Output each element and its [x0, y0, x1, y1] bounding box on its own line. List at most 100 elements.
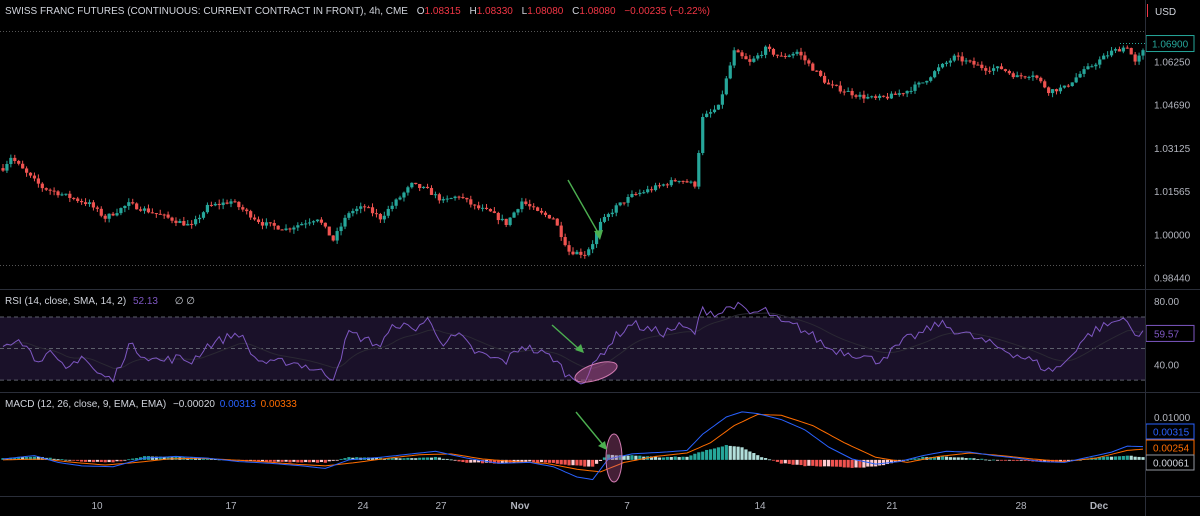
macd-histogram-bar — [799, 459, 803, 466]
candle-body — [940, 63, 945, 68]
macd-histogram-bar — [874, 459, 878, 467]
candle-body — [241, 207, 245, 210]
candle-body — [889, 93, 894, 99]
macd-histogram-bar — [370, 457, 375, 460]
macd-histogram-bar — [276, 459, 280, 462]
candle-body — [9, 157, 13, 165]
candle-body — [638, 192, 642, 195]
macd-histogram-bar — [1047, 459, 1051, 463]
candle-body — [689, 181, 693, 183]
candle-body — [783, 55, 787, 57]
candle-body — [779, 55, 783, 57]
macd-histogram-bar — [284, 459, 288, 462]
price-pane[interactable]: 1.06900 — [0, 31, 1195, 266]
macd-histogram-bar — [610, 454, 614, 460]
candle-body — [850, 90, 854, 96]
candle-body — [579, 251, 583, 255]
currency-label[interactable]: USD — [1155, 7, 1177, 18]
candle-body — [716, 104, 721, 110]
candle-body — [1137, 55, 1141, 62]
macd-histogram-bar — [929, 457, 933, 460]
candle-body — [56, 191, 60, 196]
candle-body — [245, 209, 249, 212]
macd-histogram-bar — [740, 447, 744, 460]
macd-histogram-bar — [1043, 459, 1047, 462]
candle-body — [146, 208, 151, 213]
candle-body — [1078, 73, 1082, 78]
candle-body — [1066, 85, 1070, 87]
candle-body — [936, 67, 941, 72]
macd-histogram-bar — [461, 459, 465, 463]
candle-body — [1019, 75, 1023, 77]
macd-histogram-bar — [1039, 459, 1043, 462]
macd-histogram-bar — [693, 453, 697, 460]
candle-body — [162, 214, 166, 216]
macd-histogram-bar — [708, 449, 713, 460]
rsi-title-row[interactable]: RSI (14, close, SMA, 14, 2) 52.13 ∅ ∅ — [5, 296, 195, 307]
candle-body — [992, 68, 996, 71]
candle-body — [543, 212, 548, 215]
candle-body — [653, 185, 658, 191]
candle-body — [819, 70, 823, 76]
macd-pane[interactable]: 0.00315 0.00254 0.00061 — [1, 411, 1195, 483]
candle-body — [135, 203, 139, 210]
macd-histogram-bar — [48, 457, 52, 460]
macd-histogram-bar — [343, 458, 347, 460]
candle-body — [677, 180, 681, 182]
candle-body — [158, 213, 162, 215]
candle-body — [178, 221, 182, 223]
candle-body — [87, 202, 92, 205]
candle-body — [300, 223, 304, 226]
candle-body — [516, 209, 520, 213]
candle-body — [536, 207, 540, 211]
candle-body — [249, 211, 253, 218]
macd-histogram-bar — [119, 459, 123, 462]
macd-histogram-bar — [933, 456, 937, 460]
candle-body — [119, 208, 123, 214]
candle-body — [323, 222, 327, 227]
rsi-title: RSI (14, close, SMA, 14, 2) — [5, 296, 127, 307]
macd-histogram-bar — [881, 459, 886, 466]
price-tick-label: 1.01565 — [1154, 187, 1191, 198]
candle-body — [343, 217, 347, 227]
macd-histogram-bar — [154, 456, 158, 460]
macd-histogram-bar — [91, 459, 96, 463]
candle-body — [174, 220, 178, 223]
rsi-pane[interactable]: 59.57 — [0, 301, 1195, 386]
macd-tick-label: 0.01000 — [1154, 413, 1191, 424]
macd-title-row[interactable]: MACD (12, 26, close, 9, EMA, EMA) −0.000… — [5, 399, 297, 410]
candle-body — [83, 202, 88, 205]
candle-body — [1043, 81, 1047, 88]
macd-histogram-bar — [1121, 456, 1125, 460]
macd-histogram-bar — [862, 459, 866, 468]
candle-body — [221, 202, 225, 206]
macd-histogram-bar — [422, 457, 426, 460]
candle-body — [311, 221, 316, 223]
macd-histogram-bar — [795, 459, 799, 465]
macd-histogram-bar — [921, 456, 925, 460]
candle-body — [555, 218, 559, 226]
candle-body — [40, 183, 44, 189]
candle-body — [657, 185, 662, 187]
candle-body — [457, 196, 461, 198]
candle-body — [378, 213, 382, 220]
macd-histogram-bar — [414, 458, 418, 460]
candle-body — [764, 46, 768, 55]
candle-body — [1054, 89, 1059, 92]
rsi-value-label: 59.57 — [1154, 329, 1179, 340]
candle-body — [170, 217, 174, 221]
candle-body — [217, 203, 221, 206]
candle-body — [48, 189, 52, 191]
macd-histogram-bar — [457, 459, 461, 462]
candle-body — [1082, 69, 1086, 74]
macd-histogram-bar — [995, 459, 1000, 461]
candle-body — [414, 182, 418, 185]
macd-histogram-bar — [536, 459, 540, 463]
candle-body — [929, 77, 933, 81]
candle-body — [374, 213, 379, 215]
candle-body — [539, 210, 544, 213]
macd-histogram-bar — [547, 459, 552, 463]
macd-signal-value: 0.00333 — [260, 399, 297, 410]
candle-body — [646, 189, 650, 193]
